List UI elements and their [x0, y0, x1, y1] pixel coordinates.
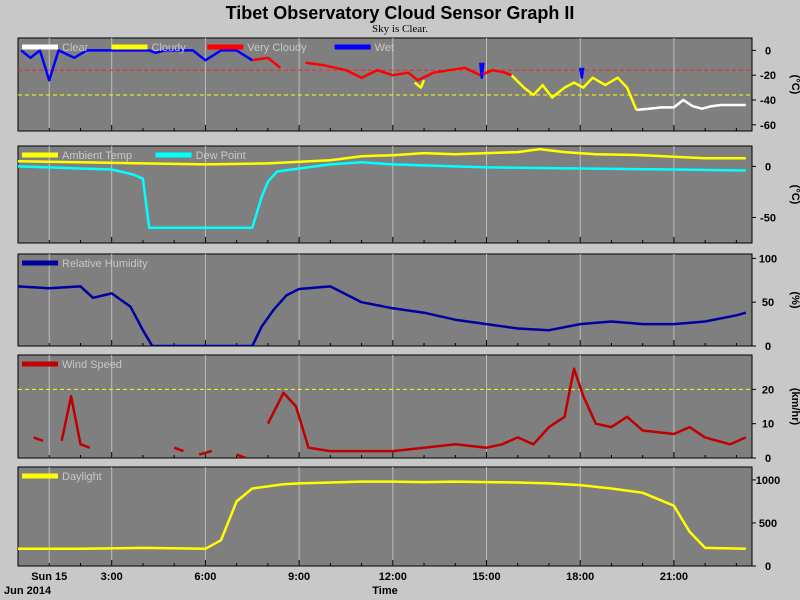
series-line-wind-speed — [173, 446, 184, 453]
series-line-very-cloudy — [305, 61, 512, 82]
panel-temperature: 0 -50 (°C) Ambient Temp Dew Point — [17, 145, 800, 244]
x-axis-period: Jun 2014 — [4, 585, 52, 597]
y-tick-label: 1000 — [756, 475, 780, 487]
y-tick-label: -40 — [760, 95, 776, 107]
y-tick-label: 20 — [762, 384, 774, 396]
y-axis-unit: (°C) — [789, 75, 800, 95]
y-tick-label: -60 — [760, 120, 776, 132]
y-axis-unit: (%) — [789, 291, 800, 308]
legend-entry: Cloudy — [152, 42, 187, 54]
x-axis-label: Time — [372, 585, 397, 597]
y-tick-label: 50 — [762, 297, 774, 309]
x-tick-label: 21:00 — [660, 571, 688, 583]
y-tick-label: 10 — [762, 419, 774, 431]
plot-area — [17, 253, 753, 347]
y-tick-label: 0 — [765, 45, 771, 57]
x-tick-label: 18:00 — [566, 571, 594, 583]
plot-area — [17, 354, 753, 459]
x-axis: Sun 15 3:00 6:00 9:00 12:00 15:00 18:00 21:00 — [31, 571, 688, 583]
plot-area — [17, 37, 753, 132]
legend-entry: Relative Humidity — [62, 258, 148, 270]
plot-area — [17, 466, 753, 567]
y-tick-label: 100 — [759, 253, 777, 265]
series-line-wet — [479, 62, 485, 79]
legend-entry: Ambient Temp — [62, 150, 132, 162]
chart-title: Tibet Observatory Cloud Sensor Graph II — [226, 3, 575, 23]
panel-sky: 0 -20 -40 -60 (°C) Clear Cloudy Very Cloudy Wet — [17, 37, 800, 132]
series-line-ambient-temp — [18, 147, 746, 166]
x-tick-label: 3:00 — [101, 571, 123, 583]
x-tick-label: 12:00 — [379, 571, 407, 583]
legend-entry: Clear — [62, 42, 89, 54]
y-tick-label: 0 — [765, 561, 771, 573]
series-line-wind-speed — [236, 453, 247, 458]
panel-humidity: 100 50 0 (%) Relative Humidity — [17, 253, 800, 353]
y-axis-unit: (°C) — [789, 185, 800, 205]
series-line-wind-speed — [198, 449, 213, 456]
series-line-daylight — [18, 480, 746, 551]
legend-entry: Daylight — [62, 471, 102, 483]
series-line-wet — [578, 67, 585, 79]
legend-entry: Dew Point — [196, 150, 246, 162]
panel-daylight: 1000 500 0 Daylight — [17, 466, 780, 573]
y-tick-label: 500 — [759, 518, 777, 530]
series-line-clear — [636, 98, 746, 112]
series-line-cloudy — [510, 74, 638, 111]
chart-subtitle: Sky is Clear. — [372, 23, 428, 35]
series-line-wind-speed — [33, 436, 44, 442]
series-line-wet — [20, 49, 253, 82]
legend-entry: Wet — [375, 42, 394, 54]
series-line-very-cloudy — [252, 56, 282, 69]
series-line-relative-humidity — [18, 285, 747, 346]
series-line-wind-speed — [266, 367, 747, 453]
legend-entry: Wind Speed — [62, 359, 122, 371]
series-line-cloudy — [413, 79, 426, 89]
x-tick-label: 15:00 — [472, 571, 500, 583]
series-line-dew-point — [18, 161, 746, 229]
x-tick-label: Sun 15 — [31, 571, 67, 583]
legend-entry: Very Cloudy — [247, 42, 307, 54]
series-line-wind-speed — [60, 394, 91, 449]
x-tick-label: 9:00 — [288, 571, 310, 583]
y-tick-label: 0 — [765, 161, 771, 173]
y-tick-label: 0 — [765, 453, 771, 465]
y-axis-unit: (km/hr) — [789, 388, 800, 426]
x-tick-label: 6:00 — [194, 571, 216, 583]
y-tick-label: -20 — [760, 70, 776, 82]
panel-wind: 20 10 0 (km/hr) Wind Speed — [17, 354, 800, 465]
y-tick-label: 0 — [765, 341, 771, 353]
panels: 0-20-40-60(°C)Clear Cloudy Very Cloudy Wet0… — [17, 37, 800, 573]
y-tick-label: -50 — [760, 212, 776, 224]
